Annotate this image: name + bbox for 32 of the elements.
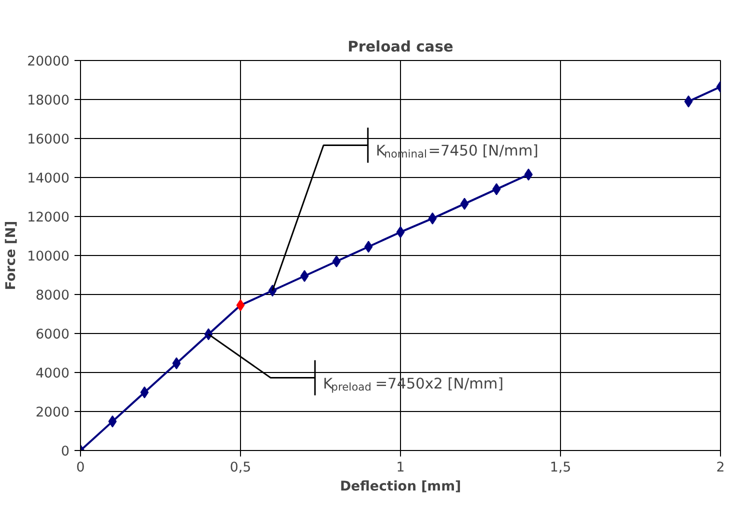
x-tick-label: 1 — [396, 460, 405, 476]
point — [140, 386, 149, 398]
x-tick-label: 0 — [76, 460, 85, 476]
y-tick-label: 4000 — [36, 366, 70, 382]
y-tick-label: 0 — [61, 444, 70, 460]
point — [396, 226, 405, 238]
point — [236, 299, 245, 312]
y-tick-label: 10000 — [27, 250, 70, 264]
y-tick-label: 20000 — [27, 54, 70, 70]
x-tick-label: 2 — [716, 460, 725, 476]
point — [364, 240, 373, 253]
y-tick-label: 18000 — [27, 94, 70, 108]
point — [428, 212, 437, 224]
y-tick-label: 8000 — [36, 288, 70, 304]
y-tick-label: 2000 — [36, 406, 70, 420]
x-axis-title: Deflection [mm] — [340, 480, 462, 494]
x-tick-label: 1,5 — [550, 460, 572, 476]
point — [492, 183, 501, 196]
y-tick-label: 12000 — [27, 210, 70, 226]
point — [332, 255, 341, 268]
x-tick-label: 0,5 — [230, 460, 252, 476]
y-axis-title: Force [N] — [4, 220, 20, 290]
y-tick-label: 6000 — [36, 328, 70, 342]
point — [684, 95, 693, 108]
chart-title: Preload case — [348, 38, 454, 56]
y-tick-label: 16000 — [27, 132, 70, 148]
point — [300, 270, 309, 282]
y-tick-label: 14000 — [27, 172, 70, 186]
point — [460, 198, 469, 210]
point — [172, 357, 181, 370]
point — [524, 168, 533, 181]
point — [108, 415, 117, 428]
